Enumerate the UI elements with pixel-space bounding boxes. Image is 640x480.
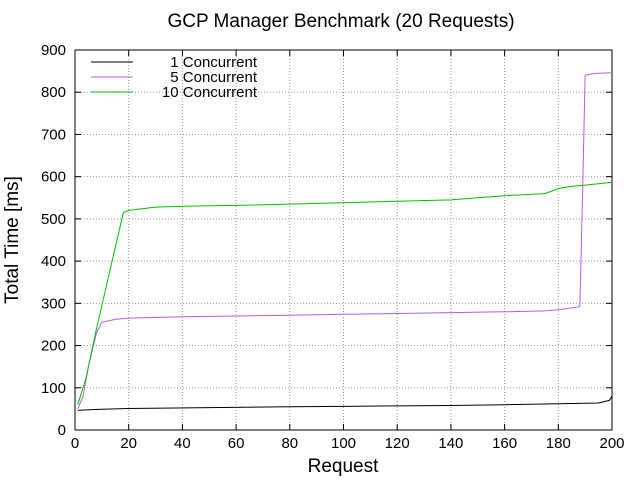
y-tick-label: 900 <box>41 42 66 59</box>
y-tick-label: 600 <box>41 169 66 186</box>
series-lines <box>77 72 613 411</box>
x-tick-label: 200 <box>599 435 624 452</box>
grid-lines <box>75 50 612 430</box>
x-tick-label: 40 <box>174 435 191 452</box>
x-tick-label: 160 <box>492 435 517 452</box>
y-tick-label: 300 <box>41 295 66 312</box>
x-tick-label: 20 <box>120 435 137 452</box>
x-axis-ticks: 0 20 40 60 80 100 120 140 160 180 200 <box>71 50 625 452</box>
y-axis-label: Total Time [ms] <box>2 176 23 304</box>
y-tick-label: 100 <box>41 380 66 397</box>
series-line-2 <box>77 72 613 410</box>
x-tick-label: 120 <box>385 435 410 452</box>
legend-label-1: 1 Concurrent <box>170 54 258 71</box>
x-tick-label: 180 <box>546 435 571 452</box>
series-line-1 <box>77 395 613 411</box>
legend-label-2: 5 Concurrent <box>170 69 258 86</box>
legend-label-3: 10 Concurrent <box>162 84 258 101</box>
y-tick-label: 700 <box>41 126 66 143</box>
y-tick-label: 800 <box>41 84 66 101</box>
x-tick-label: 80 <box>281 435 298 452</box>
x-axis-label: Request <box>308 456 379 477</box>
y-tick-label: 0 <box>58 422 66 439</box>
y-tick-label: 400 <box>41 253 66 270</box>
series-line-3 <box>77 181 613 405</box>
y-tick-label: 200 <box>41 338 66 355</box>
x-tick-label: 100 <box>331 435 356 452</box>
y-tick-label: 500 <box>41 211 66 228</box>
x-tick-label: 140 <box>438 435 463 452</box>
x-tick-label: 60 <box>228 435 245 452</box>
y-axis-ticks: 0 100 200 300 400 500 600 700 800 900 <box>41 42 612 439</box>
x-tick-label: 0 <box>71 435 79 452</box>
chart-title: GCP Manager Benchmark (20 Requests) <box>167 11 514 32</box>
